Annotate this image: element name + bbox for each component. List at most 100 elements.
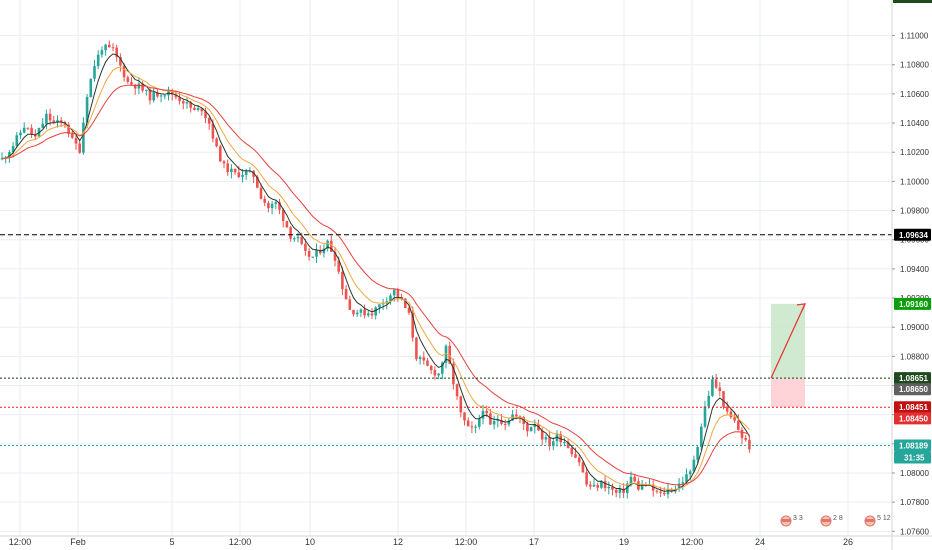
price-tag-label: 1.09160 (899, 300, 928, 309)
price-tag: 1.08650 (894, 383, 931, 396)
candle-body (688, 471, 692, 475)
y-tick-label: 1.10400 (900, 119, 929, 128)
candle-body (429, 365, 433, 371)
candle-body (577, 457, 581, 463)
y-tick-label: 1.10000 (900, 177, 929, 186)
candle-body (596, 484, 599, 488)
y-tick-label: 1.09000 (900, 323, 929, 332)
candle-body (15, 135, 19, 147)
candle-body (285, 220, 289, 228)
candle-body (108, 44, 111, 48)
candle-body (474, 426, 477, 428)
candle-body (348, 299, 352, 310)
candle-body (611, 486, 614, 490)
y-tick-label: 1.07800 (900, 498, 929, 507)
candle-body (426, 360, 429, 366)
candle-body (222, 161, 226, 164)
candle-body (326, 240, 329, 249)
candle-body (11, 146, 15, 153)
moving-average-line (1, 53, 750, 492)
price-tag-bg (894, 372, 931, 385)
candle-body (344, 289, 348, 300)
y-tick-label: 1.09800 (900, 207, 929, 216)
candle-body (219, 146, 222, 162)
y-tick-label: 1.07600 (900, 527, 929, 536)
candle-body (478, 418, 481, 427)
price-levels[interactable] (0, 234, 892, 446)
y-tick-label: 1.09400 (900, 265, 929, 274)
candle-body (170, 91, 174, 95)
candle-body (278, 202, 281, 210)
stop-zone (771, 378, 805, 408)
price-tag: 1.09634 (894, 228, 931, 241)
candle-body (614, 489, 618, 493)
candle-body (570, 448, 574, 455)
x-tick-label: 17 (529, 537, 539, 547)
candle-body (422, 357, 426, 361)
candle-body (707, 395, 710, 407)
candle-body (452, 363, 455, 385)
candle-body (692, 459, 696, 472)
candle-body (489, 413, 492, 425)
candle-body (740, 429, 744, 438)
price-tag: 1.08189 (894, 439, 931, 452)
candle-body (145, 89, 148, 91)
candle-body (19, 132, 22, 136)
countdown-label: 31:35 (904, 453, 925, 462)
candle-body (725, 406, 729, 412)
candle-body (677, 483, 681, 489)
candle-body (133, 84, 137, 89)
event-flag-bar (821, 519, 831, 522)
price-tag-bg (894, 383, 931, 396)
candle-body (126, 77, 130, 82)
candle-body (563, 442, 566, 444)
candle-body (481, 410, 485, 419)
candle-body (618, 488, 622, 493)
projection-arrow-line (770, 303, 806, 379)
candle-body (455, 384, 459, 397)
event-badge[interactable]: 5 12 (864, 515, 891, 527)
candle-body (111, 47, 115, 49)
candle-body (244, 170, 248, 175)
candle-body (0, 158, 4, 160)
price-tag-label: 1.08651 (899, 374, 928, 383)
candle-body (74, 137, 78, 144)
candle-body (119, 57, 122, 66)
candle-body (307, 250, 311, 257)
candle-body (333, 251, 337, 261)
candle-body (337, 260, 340, 272)
candle-body (685, 474, 688, 483)
candle-body (233, 168, 237, 173)
candle-body (82, 122, 85, 153)
candle-body (703, 406, 707, 427)
candle-body (226, 163, 229, 173)
event-badge[interactable]: 2 8 (820, 515, 843, 527)
candle-body (104, 44, 107, 51)
price-tag-bg (894, 439, 931, 452)
candle-body (52, 120, 56, 123)
candle-body (67, 124, 70, 134)
candle-body (182, 101, 185, 104)
event-badge[interactable]: 3 3 (780, 515, 803, 527)
candle-body (152, 92, 155, 101)
candle-body (415, 337, 418, 360)
candle-body (607, 486, 611, 489)
price-axis-panel (892, 0, 932, 550)
candle-body (374, 307, 377, 316)
event-badges[interactable]: 3 3 2 8 5 12 (780, 515, 891, 527)
x-tick-label: 5 (169, 537, 174, 547)
candle-body (22, 127, 26, 133)
candle-body (663, 492, 666, 495)
x-tick-label: 24 (755, 537, 765, 547)
candle-body (463, 412, 466, 421)
candle-body (363, 309, 366, 316)
candle-body (281, 209, 285, 221)
moving-averages (1, 53, 750, 492)
candle-body (711, 379, 714, 396)
long-position-tool[interactable] (770, 303, 807, 408)
candle-body (8, 152, 11, 158)
candle-body (89, 78, 93, 98)
candle-body (311, 256, 315, 258)
axis-top-marker (893, 0, 932, 3)
